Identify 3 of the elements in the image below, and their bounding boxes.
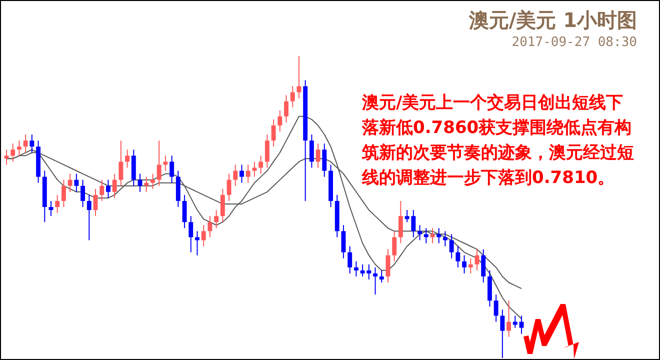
chart-title: 澳元/美元 1小时图 (468, 7, 637, 34)
annotation: 澳元/美元上一个交易日创出短线下落新低0.7860获支撑围绕低点有构筑新的次要节奏的迹象，澳元经过短线的调整进一步下落到0.7810。 (362, 92, 635, 190)
text: 2017-09-27 08:30 (512, 35, 637, 50)
